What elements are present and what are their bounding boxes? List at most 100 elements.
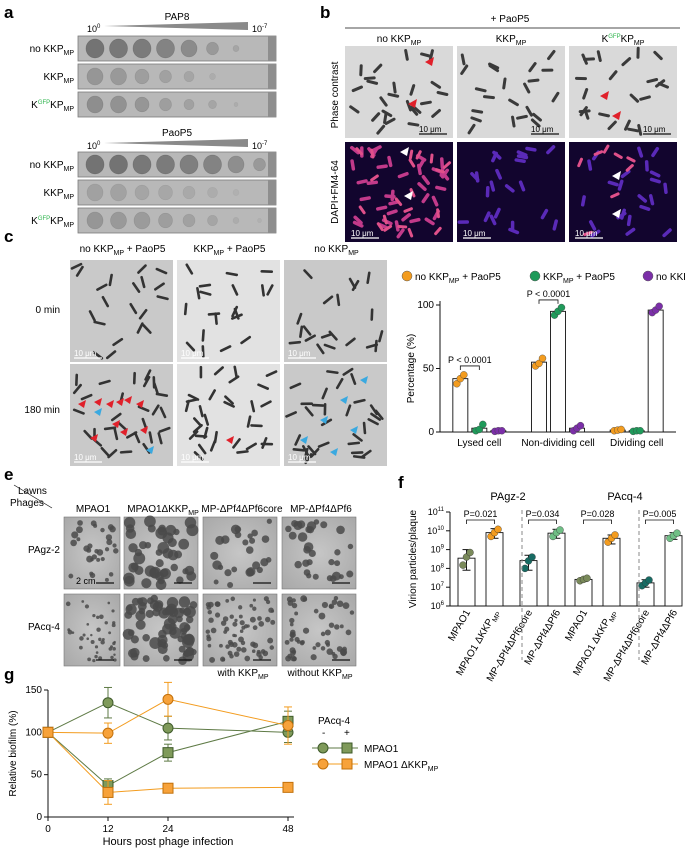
plaque <box>208 617 214 623</box>
cell <box>371 145 382 153</box>
cell <box>547 49 556 61</box>
plaque <box>256 649 261 654</box>
power-exponent: 11 <box>438 507 445 513</box>
plaque-spot <box>203 154 222 175</box>
spot-strip <box>77 91 277 118</box>
data-marker-square <box>162 782 174 794</box>
cell <box>436 208 440 219</box>
plaque <box>340 650 347 657</box>
phage-row-pagz2: PAgz-2 <box>28 545 60 556</box>
power-exponent: 10 <box>437 526 444 532</box>
cell <box>266 284 274 296</box>
label-base: K <box>602 34 609 45</box>
plaque <box>345 629 352 636</box>
plaque <box>185 647 194 657</box>
cell <box>551 91 560 103</box>
plaque <box>186 615 194 624</box>
cell <box>431 195 439 207</box>
plaque <box>104 577 109 582</box>
plaque <box>86 637 90 641</box>
plaque <box>157 644 168 655</box>
cell <box>358 205 366 215</box>
cell <box>428 49 434 61</box>
cell <box>489 214 497 226</box>
cell <box>132 282 141 293</box>
phage-row-pacq4: PAcq-4 <box>28 622 60 633</box>
plaque-spot <box>86 183 104 202</box>
cell <box>261 437 268 449</box>
cell <box>351 85 363 93</box>
cell <box>442 161 452 169</box>
cell <box>140 275 146 289</box>
significance-bracket <box>528 519 557 524</box>
scale-bar-label: 10 μm <box>419 125 442 134</box>
cell <box>434 226 442 236</box>
data-marker-circle <box>162 693 174 705</box>
y-tick-label: 106 <box>431 601 445 611</box>
y-tick-label: 107 <box>431 582 445 592</box>
paop5-title: PaoP5 <box>162 128 192 139</box>
label-base: no KKP <box>656 272 685 283</box>
plaque <box>65 601 71 607</box>
timelapse-col-label: no KKPMP + PaoP5 <box>80 244 166 257</box>
data-marker-circle <box>282 720 294 732</box>
plaque-spot <box>134 68 150 85</box>
micro-col-label: KGFPKPMP <box>602 34 645 47</box>
plaque <box>291 602 298 609</box>
cell <box>214 312 218 325</box>
plaque <box>233 651 240 657</box>
plaque <box>123 516 136 529</box>
label-subscript: MP <box>188 510 199 517</box>
cell <box>376 205 388 211</box>
plaque <box>68 573 74 579</box>
plaque <box>321 601 329 609</box>
cell <box>518 180 526 192</box>
cell <box>435 185 447 191</box>
y-tick-label: 150 <box>25 685 42 696</box>
plaque <box>101 638 105 641</box>
series-line <box>47 731 289 793</box>
plaque <box>127 648 138 658</box>
cell <box>376 124 386 135</box>
plaque <box>225 599 230 603</box>
cell <box>153 382 159 395</box>
cell <box>317 441 330 448</box>
lawns-label: Lawns <box>18 486 47 497</box>
plaque <box>312 646 317 650</box>
dilution-end: 10-7 <box>252 141 268 151</box>
plaque <box>94 645 99 649</box>
label-base: KKP <box>43 72 63 83</box>
legend-entry: MPAO1 ΔKKPMP <box>364 760 439 773</box>
plate-strip <box>77 91 277 118</box>
plaque <box>289 647 296 654</box>
plaque <box>90 557 94 562</box>
plaque <box>249 537 256 544</box>
cell <box>362 421 367 435</box>
cell <box>296 312 303 325</box>
cell <box>240 335 252 345</box>
plaque <box>313 608 319 614</box>
cell <box>493 207 501 219</box>
plaque <box>134 548 143 557</box>
plaque <box>184 516 197 529</box>
cell <box>516 154 529 160</box>
plaque-spot <box>109 38 128 59</box>
timelapse-180min-image <box>70 364 173 466</box>
plaque <box>125 603 137 616</box>
significance-label: P=0.021 <box>464 509 498 519</box>
data-point <box>673 529 681 537</box>
label-subscript: MP <box>258 674 269 681</box>
cell <box>304 406 314 417</box>
cell <box>440 157 445 169</box>
fluorescence-image <box>569 142 677 242</box>
plaque <box>239 629 244 633</box>
cell <box>527 78 540 83</box>
paop5-header: + PaoP5 <box>491 14 530 25</box>
plaque <box>214 601 221 607</box>
plaque-plate-pacq4 <box>63 593 121 667</box>
plate-edge <box>268 92 276 117</box>
cell <box>409 217 421 224</box>
cell <box>365 343 379 349</box>
plate-strip <box>77 63 277 90</box>
plaque <box>318 612 326 620</box>
